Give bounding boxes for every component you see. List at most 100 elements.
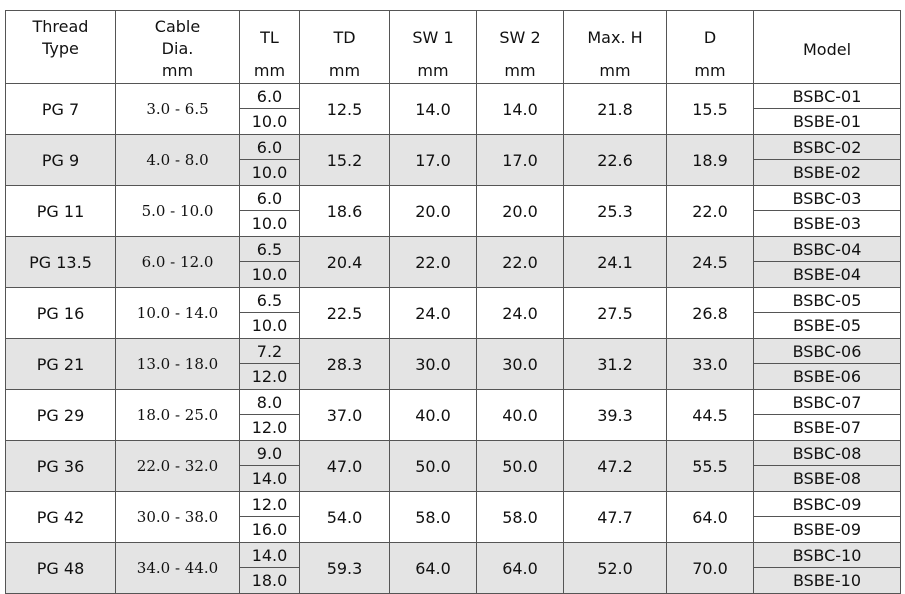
table-row: PG 48 34.0 - 44.0 14.0 59.3 64.0 64.0 52.0 70.0… (5, 542, 901, 594)
tl-cell: 6.0 (239, 83, 300, 109)
thread-type-cell: PG 13.5 (5, 236, 116, 288)
cable-dia-cell: 34.0 - 44.0 (115, 542, 240, 594)
td-cell: 20.4 (299, 236, 390, 288)
sw1-cell: 14.0 (389, 83, 477, 135)
cable-dia-cell: 5.0 - 10.0 (115, 185, 240, 237)
td-cell: 59.3 (299, 542, 390, 594)
model-cell: BSBC-09 (753, 491, 901, 517)
tl-cell: 6.5 (239, 287, 300, 313)
model-cell: BSBC-05 (753, 287, 901, 313)
max-h-cell: 21.8 (563, 83, 667, 135)
thread-type-cell: PG 36 (5, 440, 116, 492)
header-sw1-label: SW 1 (412, 28, 454, 47)
cable-dia-cell: 22.0 - 32.0 (115, 440, 240, 492)
max-h-cell: 47.7 (563, 491, 667, 543)
table-row-sub: 10.0 BSBE-05 (6, 312, 901, 339)
max-h-cell: 27.5 (563, 287, 667, 339)
sw1-cell: 40.0 (389, 389, 477, 441)
header-cable-unit: mm (161, 61, 194, 80)
model-cell: BSBE-07 (753, 414, 901, 441)
table-row: PG 16 10.0 - 14.0 6.5 22.5 24.0 24.0 27.5 26.8 B… (5, 287, 901, 339)
table-row: PG 9 4.0 - 8.0 6.0 15.2 17.0 17.0 22.6 18.9 BSBC… (5, 134, 901, 186)
table-row: PG 42 30.0 - 38.0 12.0 54.0 58.0 58.0 47.7 64.0… (5, 491, 901, 543)
sw2-cell: 30.0 (476, 338, 564, 390)
header-td-label: TD (333, 28, 356, 47)
model-cell: BSBC-06 (753, 338, 901, 364)
cable-dia-cell: 13.0 - 18.0 (115, 338, 240, 390)
sw2-cell: 20.0 (476, 185, 564, 237)
model-cell: BSBE-09 (753, 516, 901, 543)
sw1-cell: 20.0 (389, 185, 477, 237)
thread-type-cell: PG 7 (5, 83, 116, 135)
model-cell: BSBC-01 (753, 83, 901, 109)
max-h-cell: 22.6 (563, 134, 667, 186)
sw2-cell: 17.0 (476, 134, 564, 186)
max-h-cell: 39.3 (563, 389, 667, 441)
cable-dia-cell: 30.0 - 38.0 (115, 491, 240, 543)
thread-type-cell: PG 29 (5, 389, 116, 441)
model-cell: BSBC-07 (753, 389, 901, 415)
header-maxh-unit: mm (599, 61, 631, 80)
td-cell: 28.3 (299, 338, 390, 390)
d-cell: 33.0 (666, 338, 754, 390)
header-td: TD mm (299, 10, 390, 84)
d-cell: 44.5 (666, 389, 754, 441)
table-row: PG 21 13.0 - 18.0 7.2 28.3 30.0 30.0 31.2 33.0 B… (5, 338, 901, 390)
header-sw1-unit: mm (417, 61, 449, 80)
model-cell: BSBC-03 (753, 185, 901, 211)
model-cell: BSBE-04 (753, 261, 901, 288)
td-cell: 12.5 (299, 83, 390, 135)
cable-dia-cell: 3.0 - 6.5 (115, 83, 240, 135)
tl-cell: 10.0 (239, 159, 300, 186)
tl-cell: 10.0 (239, 261, 300, 288)
sw1-cell: 17.0 (389, 134, 477, 186)
model-cell: BSBC-08 (753, 440, 901, 466)
sw1-cell: 30.0 (389, 338, 477, 390)
td-cell: 47.0 (299, 440, 390, 492)
header-sw2-unit: mm (504, 61, 536, 80)
model-cell: BSBE-01 (753, 108, 901, 135)
sw2-cell: 40.0 (476, 389, 564, 441)
max-h-cell: 24.1 (563, 236, 667, 288)
td-cell: 22.5 (299, 287, 390, 339)
model-cell: BSBE-05 (753, 312, 901, 339)
d-cell: 64.0 (666, 491, 754, 543)
table-row: PG 11 5.0 - 10.0 6.0 18.6 20.0 20.0 25.3 22.0 BS… (5, 185, 901, 237)
sw2-cell: 50.0 (476, 440, 564, 492)
sw2-cell: 64.0 (476, 542, 564, 594)
sw1-cell: 64.0 (389, 542, 477, 594)
header-cable-line2: Dia. (161, 39, 194, 58)
thread-type-cell: PG 11 (5, 185, 116, 237)
tl-cell: 7.2 (239, 338, 300, 364)
table-row-sub: 18.0 BSBE-10 (6, 567, 901, 594)
header-d-unit: mm (694, 61, 726, 80)
table-row: PG 7 3.0 - 6.5 6.0 12.5 14.0 14.0 21.8 15.5 BSBC… (5, 83, 901, 135)
tl-cell: 16.0 (239, 516, 300, 543)
d-cell: 70.0 (666, 542, 754, 594)
table-row-sub: 10.0 BSBE-02 (6, 159, 901, 186)
model-cell: BSBC-02 (753, 134, 901, 160)
table-row-sub: 14.0 BSBE-08 (6, 465, 901, 492)
td-cell: 37.0 (299, 389, 390, 441)
d-cell: 15.5 (666, 83, 754, 135)
header-thread-line2: Type (42, 39, 79, 58)
thread-type-cell: PG 21 (5, 338, 116, 390)
sw2-cell: 14.0 (476, 83, 564, 135)
tl-cell: 12.0 (239, 363, 300, 390)
sw2-cell: 24.0 (476, 287, 564, 339)
max-h-cell: 25.3 (563, 185, 667, 237)
d-cell: 26.8 (666, 287, 754, 339)
header-model: Model (753, 10, 901, 84)
header-maxh-label: Max. H (587, 28, 643, 47)
d-cell: 18.9 (666, 134, 754, 186)
thread-type-cell: PG 9 (5, 134, 116, 186)
model-cell: BSBE-10 (753, 567, 901, 594)
thread-type-cell: PG 16 (5, 287, 116, 339)
header-sw1: SW 1 mm (389, 10, 477, 84)
tl-cell: 9.0 (239, 440, 300, 466)
thread-type-cell: PG 48 (5, 542, 116, 594)
table-row-sub: 12.0 BSBE-06 (6, 363, 901, 390)
tl-cell: 8.0 (239, 389, 300, 415)
tl-cell: 12.0 (239, 491, 300, 517)
header-sw2: SW 2 mm (476, 10, 564, 84)
